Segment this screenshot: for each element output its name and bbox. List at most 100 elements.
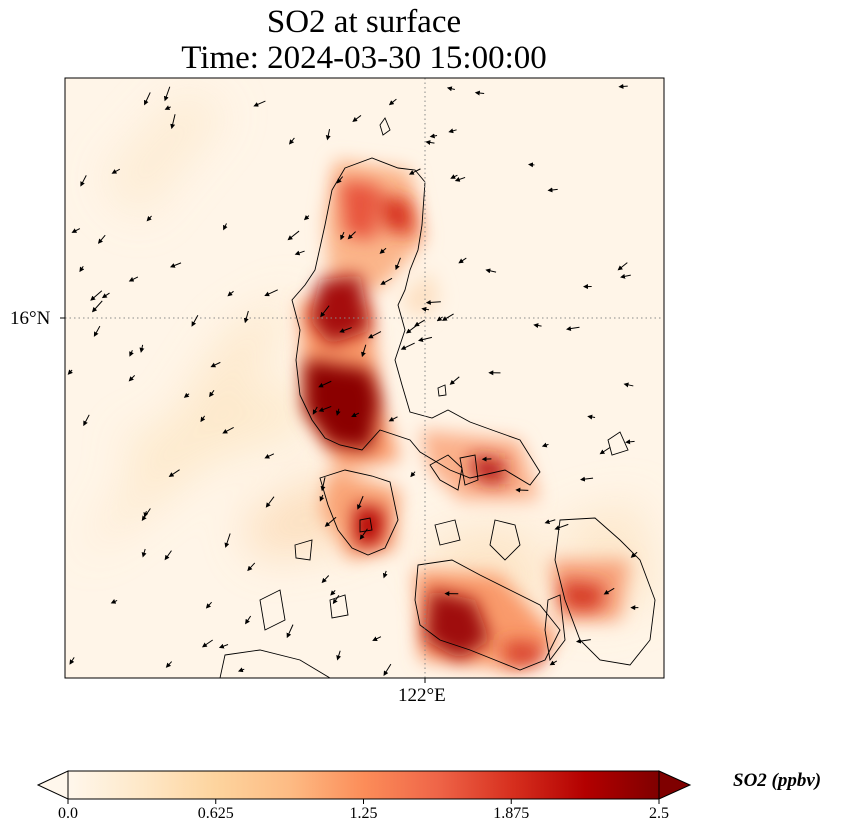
colorbar-max-extend <box>658 770 692 800</box>
wind-arrow <box>247 562 256 572</box>
wind-arrow <box>286 624 294 639</box>
wind-arrow <box>340 231 345 241</box>
wind-arrow <box>623 382 634 388</box>
wind-arrow <box>223 223 228 231</box>
wind-arrow <box>163 86 171 102</box>
wind-arrow <box>69 657 75 665</box>
wind-arrow <box>347 231 356 240</box>
wind-arrow <box>237 667 245 673</box>
wind-arrow <box>448 128 457 134</box>
wind-arrow <box>294 250 305 256</box>
wind-arrow <box>218 643 229 649</box>
wind-arrow <box>143 92 151 106</box>
colorbar-label: SO2 (ppbv) <box>733 770 822 791</box>
wind-arrow <box>191 314 199 327</box>
wind-arrow <box>395 257 401 271</box>
wind-arrow <box>335 408 341 416</box>
wind-arrow <box>336 650 342 661</box>
wind-arrow <box>319 494 325 502</box>
wind-arrow <box>408 168 421 175</box>
colorbar-min-extend <box>36 770 69 800</box>
wind-arrow <box>253 100 266 107</box>
wind-arrow <box>458 257 467 264</box>
wind-arrow <box>205 601 212 609</box>
wind-arrow <box>320 305 330 318</box>
wind-arrow <box>141 508 151 521</box>
wind-arrow <box>110 599 118 604</box>
wind-arrow <box>339 327 352 333</box>
wind-arrow <box>357 495 364 510</box>
wind-arrow <box>414 319 425 327</box>
wind-arrow <box>143 511 149 518</box>
wind-arrow <box>454 176 466 182</box>
wind-arrow <box>224 533 231 548</box>
wind-arrow <box>79 265 85 273</box>
colorbar-tick-label: 0.625 <box>197 805 234 822</box>
wind-arrow <box>383 663 392 676</box>
wind-vectors <box>67 83 639 676</box>
wind-arrow <box>554 523 569 531</box>
wind-arrow <box>265 496 275 508</box>
wind-arrow <box>446 86 455 92</box>
wind-arrow <box>93 325 101 337</box>
wind-arrow <box>367 331 382 339</box>
wind-arrow <box>101 292 110 299</box>
wind-arrow <box>97 234 106 244</box>
wind-arrow <box>264 289 278 297</box>
wind-arrow <box>288 137 295 145</box>
map-plot <box>60 77 665 683</box>
wind-arrow <box>169 262 182 268</box>
wind-arrow <box>318 380 332 388</box>
lon-tick-label: 122°E <box>398 685 446 706</box>
wind-arrow <box>421 306 430 312</box>
wind-arrow <box>625 439 635 445</box>
gridlines <box>65 78 664 678</box>
wind-arrow <box>587 414 596 420</box>
wind-arrow <box>351 412 360 418</box>
wind-arrow <box>209 390 215 398</box>
wind-arrow <box>359 528 368 540</box>
wind-arrow <box>436 316 443 322</box>
coastlines <box>219 117 656 678</box>
map-time-title: Time: 2024-03-30 15:00:00 <box>181 40 547 76</box>
wind-arrow <box>379 247 387 254</box>
wind-arrow <box>91 300 103 313</box>
wind-arrow <box>450 174 458 179</box>
wind-arrow <box>243 310 249 324</box>
wind-arrow <box>303 214 310 221</box>
wind-arrow <box>417 336 433 342</box>
wind-arrow <box>67 369 73 375</box>
wind-arrow <box>474 90 485 96</box>
wind-arrow <box>129 350 134 357</box>
wind-arrow <box>71 228 81 233</box>
wind-arrow <box>352 115 362 122</box>
wind-arrow <box>441 313 454 321</box>
wind-arrow <box>318 405 332 412</box>
wind-arrow <box>128 276 139 282</box>
wind-arrow <box>429 133 438 139</box>
colorbar-tick-label: 0.0 <box>58 805 78 822</box>
wind-arrow <box>485 268 497 274</box>
colorbar-gradient <box>68 771 659 799</box>
wind-arrow <box>141 548 147 558</box>
wind-arrow <box>80 175 87 187</box>
wind-arrow <box>533 323 542 328</box>
wind-arrow <box>425 140 435 145</box>
colorbar-tick-label: 2.5 <box>649 805 669 822</box>
wind-arrow <box>541 442 549 448</box>
wind-arrow <box>90 290 103 301</box>
wind-arrow <box>83 414 90 427</box>
wind-arrow <box>210 361 221 368</box>
wind-arrow <box>321 575 330 584</box>
wind-arrow <box>165 661 173 668</box>
wind-arrow <box>201 639 213 648</box>
wind-arrow <box>388 98 397 106</box>
wind-arrow <box>544 519 556 525</box>
wind-arrow <box>630 551 638 558</box>
wind-arrow <box>146 215 152 222</box>
wind-arrow <box>312 406 318 415</box>
wind-arrow <box>575 638 591 644</box>
wind-arrow <box>549 660 558 666</box>
colorbar <box>36 770 692 804</box>
wind-arrow <box>388 416 398 422</box>
